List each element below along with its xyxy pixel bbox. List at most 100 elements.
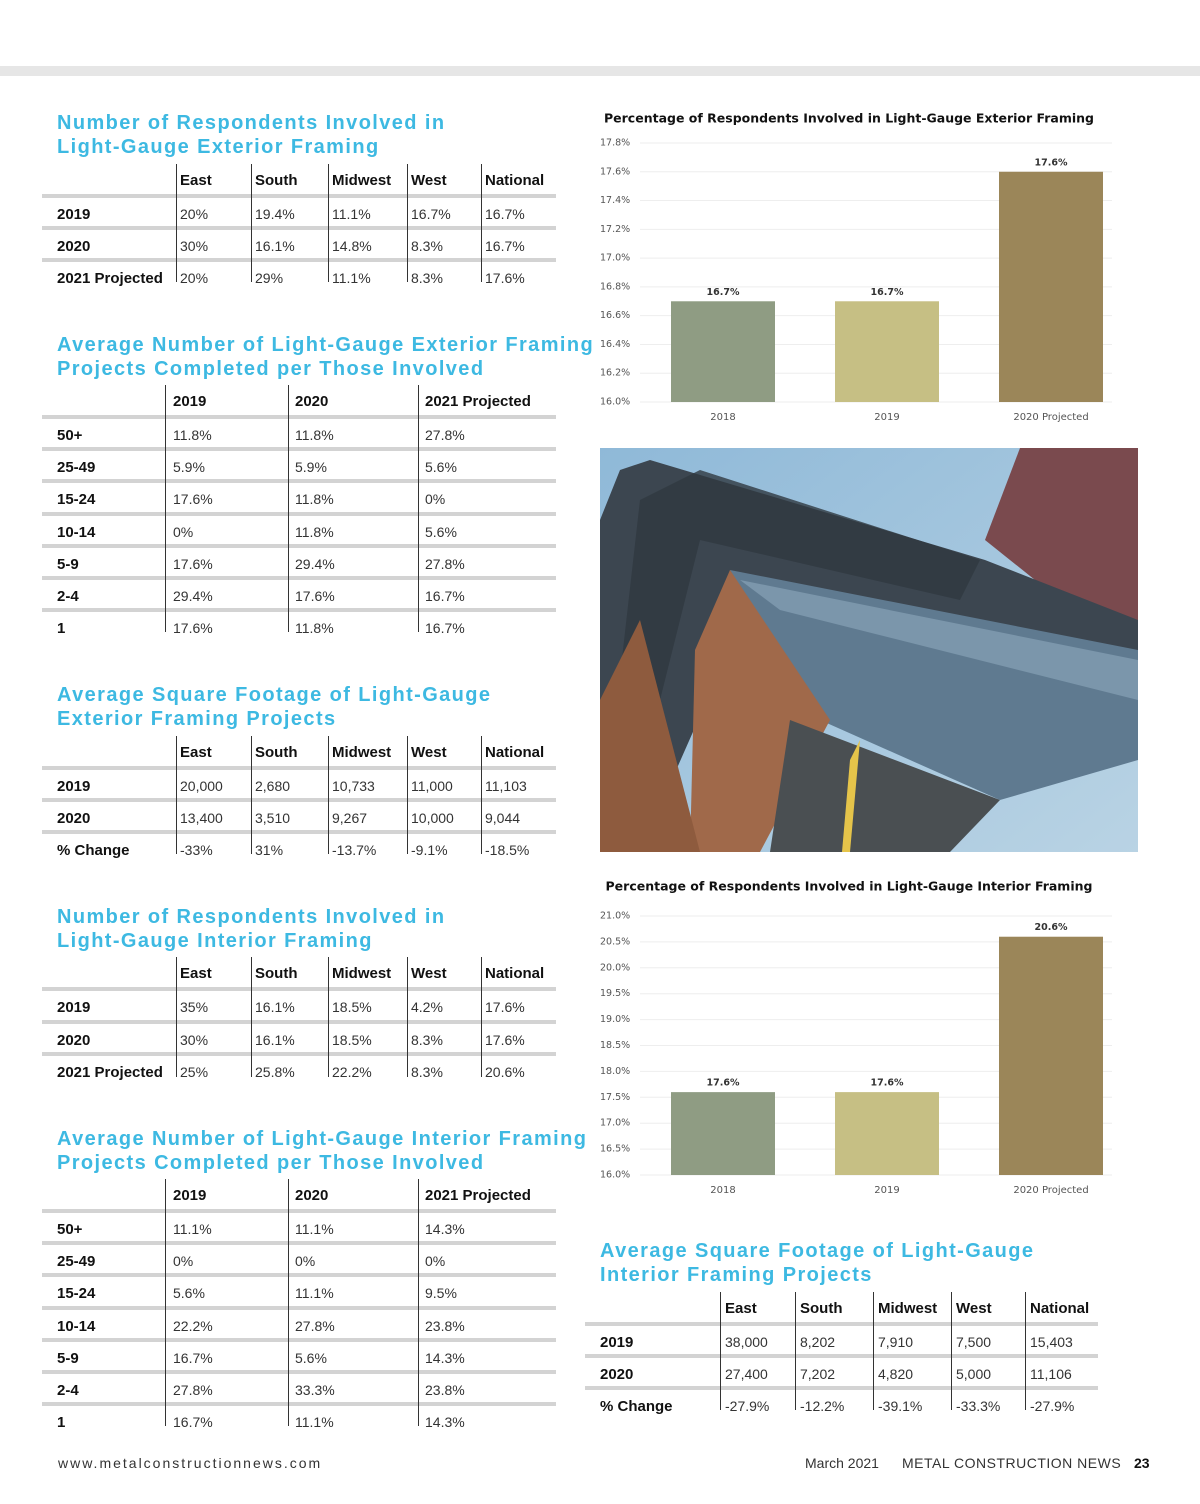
column-rule — [873, 1292, 874, 1410]
cell: 38,000 — [725, 1334, 768, 1350]
row-label: 2020 — [600, 1366, 634, 1383]
x-tick-label: 2019 — [874, 412, 899, 423]
x-tick-label: 2020 Projected — [1013, 1185, 1088, 1196]
row-rule — [42, 766, 556, 770]
cell: 27.8% — [425, 555, 465, 572]
column-header: 2021 Projected — [425, 393, 531, 410]
column-header: Midwest — [332, 172, 392, 189]
column-rule — [407, 164, 408, 282]
value-label: 16.7% — [707, 287, 740, 298]
cell: 11.8% — [295, 491, 334, 508]
cell: 17.6% — [173, 555, 213, 572]
photo — [600, 448, 1138, 852]
row-label: 50+ — [57, 427, 83, 444]
y-tick-label: 16.6% — [600, 310, 630, 321]
cell: 14.3% — [425, 1414, 465, 1431]
cell: 18.5% — [332, 1031, 372, 1048]
column-header: East — [180, 965, 212, 982]
y-tick-label: 17.5% — [600, 1092, 630, 1103]
bar — [999, 171, 1103, 402]
column-header: National — [1030, 1300, 1090, 1317]
row-label: 2021 Projected — [57, 1064, 163, 1081]
row-rule — [42, 1337, 556, 1342]
cell: 5.6% — [173, 1285, 205, 1302]
y-tick-label: 16.5% — [600, 1144, 630, 1155]
cell: -27.9% — [725, 1398, 770, 1414]
cell: 22.2% — [332, 1064, 372, 1080]
y-tick-label: 20.5% — [600, 936, 630, 947]
cell: 16.7% — [411, 206, 451, 222]
row-label: 2-4 — [57, 588, 79, 605]
cell: 23.8% — [425, 1317, 465, 1334]
cell: 30% — [180, 238, 209, 254]
column-rule — [418, 385, 419, 633]
row-label: 2019 — [600, 1334, 634, 1351]
cell: -33% — [180, 842, 213, 858]
column-rule — [176, 736, 177, 854]
chart-title: Percentage of Respondents Involved in Li… — [606, 879, 1093, 894]
cell: 23.8% — [425, 1382, 465, 1398]
cell: 29.4% — [173, 588, 213, 604]
y-tick-label: 17.0% — [600, 253, 630, 264]
row-label: 5-9 — [57, 555, 79, 573]
cell: 11.1% — [332, 206, 371, 222]
cell: 30% — [180, 1031, 209, 1048]
column-rule — [176, 957, 177, 1077]
cell: 29.4% — [295, 555, 335, 572]
column-header: South — [255, 172, 298, 189]
cell: 0% — [425, 491, 446, 508]
cell: 13,400 — [180, 810, 223, 826]
x-tick-label: 2018 — [710, 412, 735, 423]
table-title: Light-Gauge Exterior Framing — [57, 136, 380, 158]
cell: -33.3% — [956, 1398, 1001, 1414]
cell: 17.6% — [173, 491, 213, 508]
column-header: 2020 — [295, 1187, 329, 1204]
cell: 16.7% — [425, 588, 465, 604]
column-header: West — [956, 1300, 992, 1317]
value-label: 17.6% — [1035, 157, 1068, 168]
y-tick-label: 17.8% — [600, 138, 630, 149]
footer-magazine: METAL CONSTRUCTION NEWS — [902, 1455, 1122, 1471]
cell: 20,000 — [180, 778, 223, 794]
column-rule — [288, 385, 289, 633]
cell: 22.2% — [173, 1317, 213, 1334]
bar — [835, 301, 939, 402]
row-rule — [585, 1354, 1098, 1358]
row-rule — [585, 1322, 1098, 1326]
y-tick-label: 19.5% — [600, 988, 630, 999]
cell: 15,403 — [1030, 1334, 1073, 1350]
row-label: 2019 — [57, 206, 91, 223]
y-tick-label: 16.8% — [600, 281, 630, 292]
column-header: East — [180, 172, 212, 189]
row-rule — [42, 987, 556, 991]
row-label: % Change — [600, 1398, 673, 1415]
cell: 0% — [173, 1253, 194, 1270]
y-tick-label: 18.0% — [600, 1066, 630, 1077]
row-rule — [42, 479, 556, 484]
column-rule — [795, 1292, 796, 1410]
cell: 16.7% — [173, 1349, 213, 1366]
column-header: 2019 — [173, 1187, 207, 1204]
row-rule — [42, 1241, 556, 1246]
cell: -9.1% — [411, 842, 448, 858]
cell: 9.5% — [425, 1285, 457, 1302]
column-rule — [951, 1292, 952, 1410]
y-tick-label: 17.4% — [600, 195, 630, 206]
column-rule — [328, 164, 329, 282]
column-header: South — [800, 1300, 843, 1317]
table-title: Projects Completed per Those Involved — [57, 358, 485, 380]
row-rule — [42, 608, 556, 613]
table-title: Average Square Footage of Light-Gauge — [57, 684, 492, 706]
cell: 11.8% — [295, 620, 334, 637]
row-rule — [42, 447, 556, 452]
row-rule — [42, 1305, 556, 1310]
row-label: 25-49 — [57, 459, 96, 477]
cell: 9,267 — [332, 810, 368, 826]
column-rule — [418, 1179, 419, 1427]
column-header: East — [180, 744, 212, 761]
column-header: 2020 — [295, 393, 329, 410]
row-rule — [42, 830, 556, 834]
cell: 5.6% — [425, 459, 457, 476]
cell: 20% — [180, 206, 209, 222]
